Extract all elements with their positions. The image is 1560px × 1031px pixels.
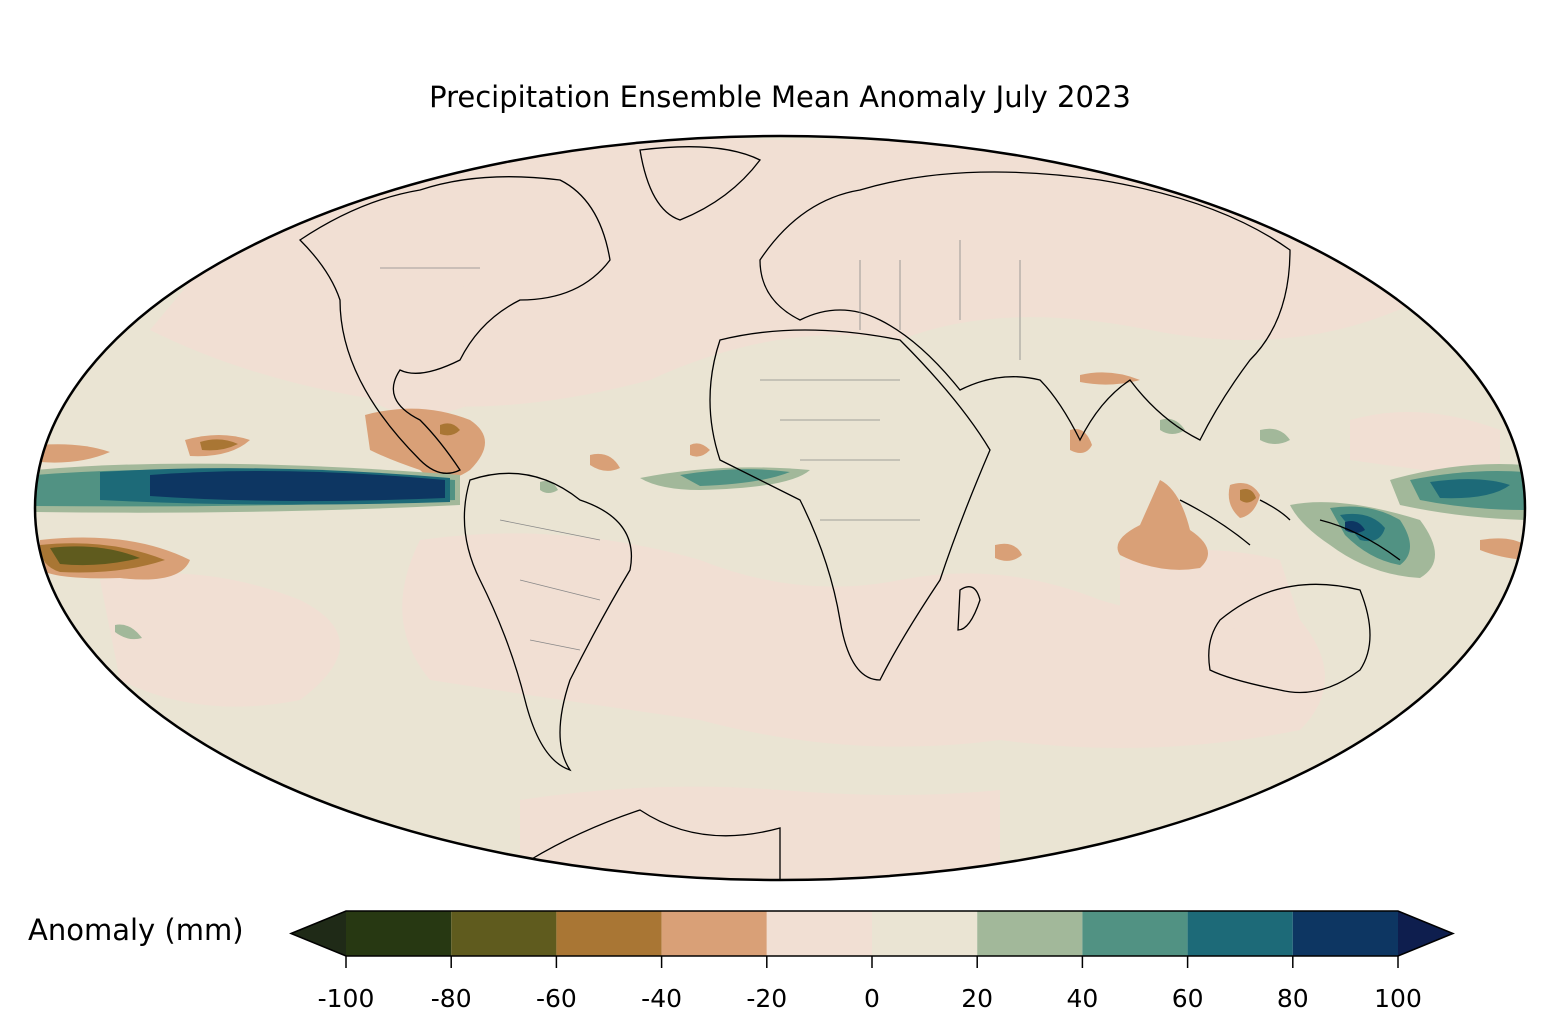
colorbar-tick-label: 40: [1066, 984, 1099, 1013]
colorbar-tick-label: 80: [1276, 984, 1309, 1013]
australia-outline: [1208, 583, 1371, 694]
colorbar-tick-label: 100: [1374, 984, 1422, 1013]
colorbar-bin-9: [1292, 911, 1398, 956]
colorbar-tick-label: 0: [864, 984, 880, 1013]
map-title: Precipitation Ensemble Mean Anomaly July…: [429, 80, 1131, 114]
colorbar-bin-0: [346, 911, 452, 956]
colorbar-over-arrow: [1398, 911, 1453, 956]
colorbar-bin-2: [556, 911, 662, 956]
colorbar-label: Anomaly (mm): [28, 913, 244, 947]
colorbar-tick-label: -100: [317, 984, 375, 1013]
coastlines: [298, 146, 1401, 880]
colorbar-bin-4: [766, 911, 872, 956]
africa-outline: [709, 329, 991, 681]
colorbar-tick-label: -40: [641, 984, 683, 1013]
antarctica-outline: [529, 809, 781, 880]
colorbar-bin-8: [1187, 911, 1293, 956]
colorbar-tick-label: 60: [1171, 984, 1204, 1013]
colorbar-tick-label: -20: [746, 984, 788, 1013]
colorbar-tick-label: -60: [535, 984, 577, 1013]
greenland-outline: [639, 146, 761, 221]
colorbar-bin-7: [1082, 911, 1188, 956]
eurasia-outline: [759, 171, 1291, 442]
colorbar-bin-1: [451, 911, 557, 956]
north-america-outline: [298, 176, 611, 474]
colorbar-under-arrow: [291, 911, 346, 956]
anomaly-band-minus20: [100, 136, 1500, 880]
colorbar: [289, 910, 1455, 968]
indonesia-outline: [1179, 499, 1401, 561]
colorbar-bin-3: [661, 911, 767, 956]
colorbar-bin-6: [977, 911, 1083, 956]
globe-outline: [33, 134, 1527, 882]
colorbar-tick-label: -80: [430, 984, 472, 1013]
anomaly-field: [35, 136, 1525, 880]
country-borders: [380, 240, 1021, 651]
anomaly-band-minus80: [50, 546, 140, 566]
madagascar-outline: [957, 586, 981, 631]
south-america-outline: [463, 472, 632, 772]
colorbar-tick-label: 20: [961, 984, 994, 1013]
colorbar-bin-5: [872, 911, 978, 956]
